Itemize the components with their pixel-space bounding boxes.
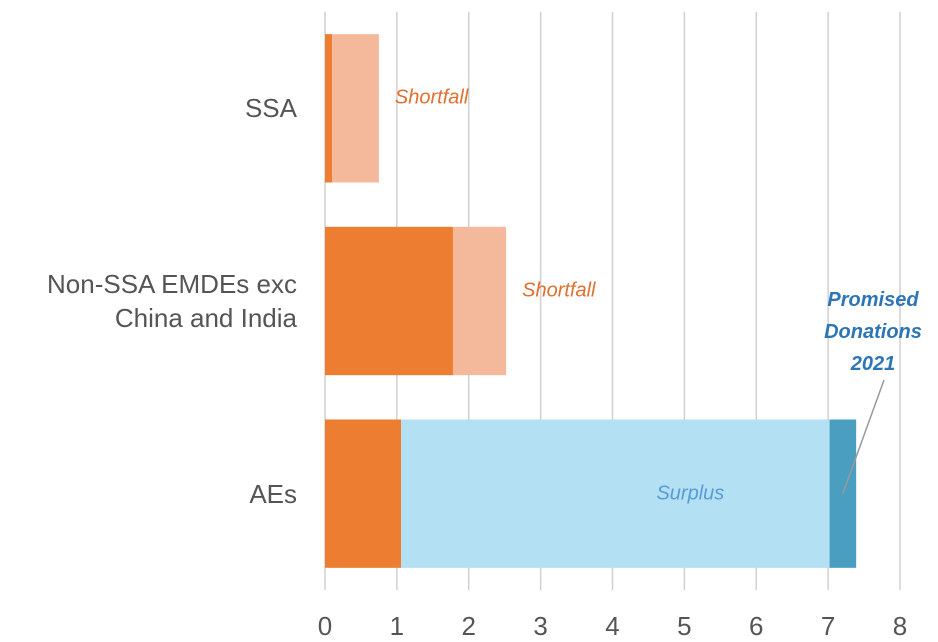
bar-segment (325, 226, 453, 376)
x-tick-label: 1 (390, 611, 404, 641)
x-tick-label: 8 (893, 611, 907, 641)
x-tick-label: 2 (462, 611, 476, 641)
segment-label: Surplus (656, 482, 725, 505)
y-tick-label: SSA (244, 93, 297, 124)
bar-segment (401, 419, 830, 568)
bar-segment (332, 34, 379, 183)
y-tick-label: Non-SSA EMDEs exc China and India (47, 269, 297, 333)
x-tick-label: 5 (677, 611, 691, 641)
segment-label: Shortfall (522, 279, 596, 302)
x-tick-label: 4 (605, 611, 619, 641)
segment-label: Promised Donations 2021 (824, 289, 922, 375)
x-tick-label: 6 (749, 611, 763, 641)
x-tick-label: 7 (821, 611, 835, 641)
bar-segment (452, 226, 507, 376)
x-tick-label: 3 (533, 611, 547, 641)
bar-segment (325, 419, 402, 568)
leader-line (842, 379, 885, 494)
y-tick-label: AEs (249, 478, 297, 509)
x-tick-label: 0 (318, 611, 332, 641)
bar-segment (325, 34, 333, 183)
segment-label: Shortfall (394, 86, 469, 109)
